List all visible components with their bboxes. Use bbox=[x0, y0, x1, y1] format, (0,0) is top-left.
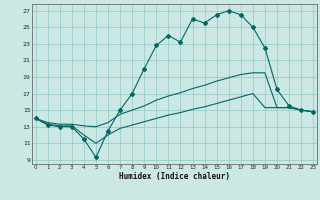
X-axis label: Humidex (Indice chaleur): Humidex (Indice chaleur) bbox=[119, 172, 230, 181]
